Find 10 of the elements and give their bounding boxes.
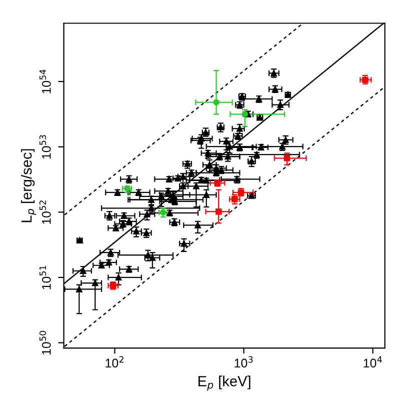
y-tick-label: 10$^{50}$ [39, 330, 51, 355]
x-axis-title: E$_{p}$ [keV] [198, 376, 250, 391]
x-tick-label: 10$^{3}$ [234, 356, 253, 368]
y-tick-label: 10$^{54}$ [40, 70, 51, 94]
y-tick-label: 10$^{53}$ [39, 135, 51, 159]
y-tick-label: 10$^{52}$ [39, 200, 51, 224]
x-tick-label: 10$^{2}$ [106, 356, 124, 368]
y-tick-label: 10$^{51}$ [40, 266, 51, 290]
x-tick-label: 10$^{4}$ [364, 356, 382, 368]
y-axis-title: L$_{p}$ [erg/sec] [21, 149, 36, 222]
